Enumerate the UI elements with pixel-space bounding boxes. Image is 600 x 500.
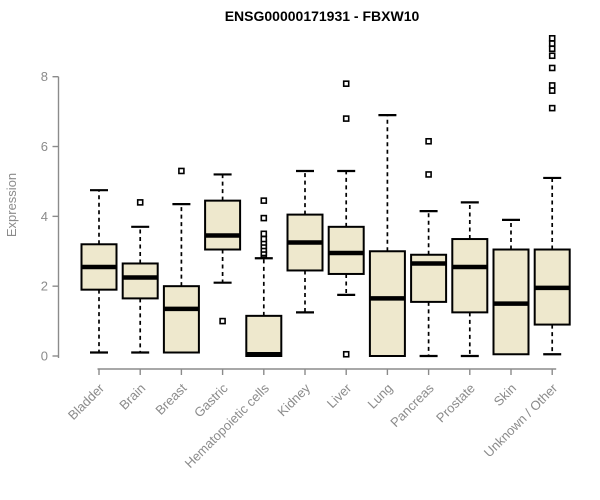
y-axis: 0 2 4 6 8 <box>41 69 60 364</box>
outlier-point <box>260 197 268 204</box>
iqr-box <box>368 250 406 357</box>
box-group <box>410 137 448 358</box>
outlier-point <box>136 199 144 206</box>
box-group <box>492 218 530 356</box>
iqr-box <box>327 225 365 275</box>
y-tick-label: 8 <box>41 69 48 84</box>
box-group <box>368 114 406 357</box>
x-tick-label: Skin <box>491 381 519 409</box>
iqr-box <box>204 199 242 251</box>
y-tick-label: 4 <box>41 209 48 224</box>
iqr-box <box>162 285 200 354</box>
outlier-point <box>260 230 268 238</box>
y-tick-label: 6 <box>41 139 48 154</box>
box-group <box>286 169 324 314</box>
outlier-point <box>548 64 556 72</box>
outlier-point <box>548 87 556 94</box>
outlier-point <box>548 52 556 60</box>
x-tick-label: Kidney <box>274 380 313 419</box>
y-tick-label: 2 <box>41 279 48 294</box>
outlier-point <box>548 45 556 53</box>
x-tick-label: Bladder <box>65 380 108 423</box>
y-axis-title: Expression <box>4 173 19 237</box>
outlier-point <box>425 137 432 145</box>
outlier-point <box>342 115 350 122</box>
x-tick-label: Liver <box>324 380 355 411</box>
box-group <box>533 34 571 356</box>
box-group <box>204 173 242 325</box>
outlier-point <box>342 350 350 358</box>
x-tick-label: Unknown / Other <box>481 380 561 460</box>
outlier-point <box>425 171 432 178</box>
outlier-point <box>178 167 185 175</box>
chart-title: ENSG00000171931 - FBXW10 <box>225 8 420 24</box>
iqr-box <box>451 238 489 314</box>
outlier-point <box>548 34 556 42</box>
box-group <box>80 189 118 354</box>
outlier-point <box>548 40 556 47</box>
x-tick-label: Prostate <box>433 381 478 426</box>
box-group <box>451 201 489 358</box>
x-tick-label: Breast <box>152 380 189 417</box>
outlier-point <box>342 80 350 87</box>
box-group <box>121 199 159 354</box>
x-tick-label: Gastric <box>191 380 231 420</box>
iqr-box <box>245 314 283 357</box>
box-group <box>245 197 283 357</box>
outlier-point <box>548 82 556 89</box>
box-group <box>162 167 200 354</box>
outlier-point <box>260 214 268 222</box>
x-tick-label: Brain <box>116 381 148 413</box>
outlier-point <box>219 317 226 325</box>
outlier-point <box>548 104 556 112</box>
x-tick-label: Lung <box>364 381 395 412</box>
x-tick-label: Pancreas <box>387 380 437 430</box>
y-tick-label: 0 <box>41 349 48 364</box>
outlier-point <box>260 235 268 243</box>
box-group <box>327 80 365 358</box>
boxes-layer <box>80 34 571 358</box>
iqr-box <box>121 262 159 300</box>
